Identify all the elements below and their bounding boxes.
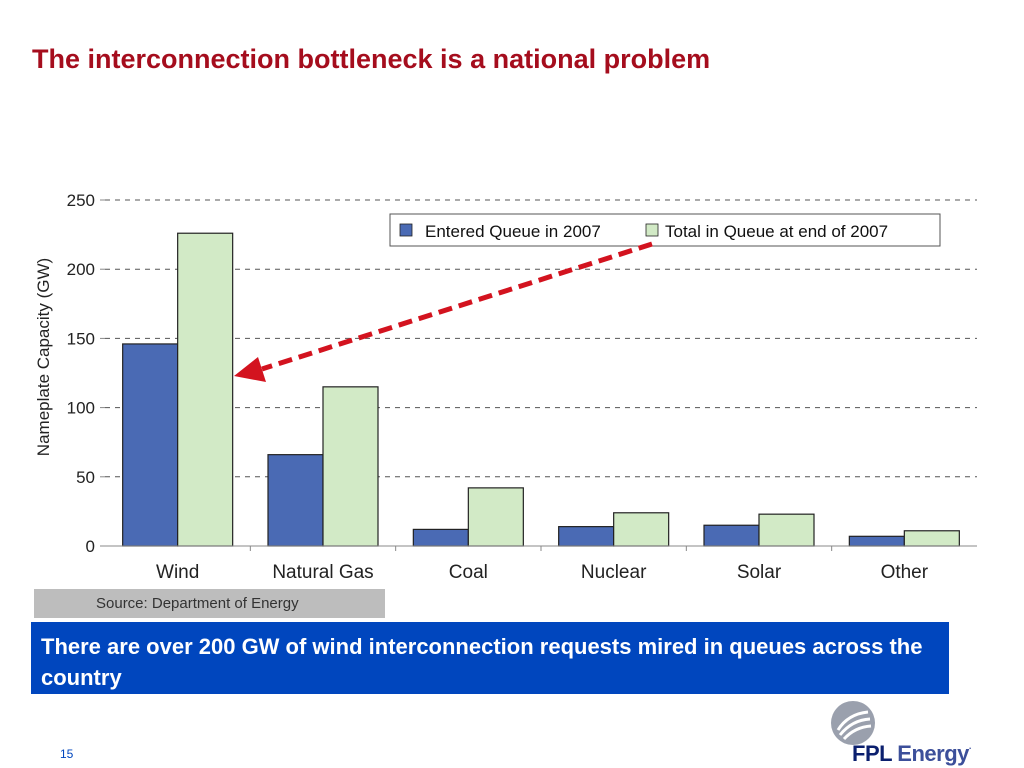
x-tick-label: Other: [881, 562, 929, 583]
bar-total-queue: [177, 232, 234, 547]
y-tick-label: 250: [67, 191, 95, 210]
y-tick-label: 150: [67, 329, 95, 348]
logo-brand: FPL: [852, 741, 892, 766]
arrow-head: [234, 357, 266, 382]
source-note: Source: Department of Energy: [34, 589, 385, 618]
bar-entered-queue: [267, 454, 324, 547]
legend-swatch-entered: [399, 223, 413, 237]
y-tick-label: 100: [67, 399, 95, 418]
arrow-shaft: [261, 241, 653, 372]
bar-entered-queue: [412, 528, 469, 547]
legend-label-total: Total in Queue at end of 2007: [665, 222, 888, 241]
y-tick-label: 50: [76, 468, 95, 487]
legend-label-entered: Entered Queue in 2007: [425, 222, 601, 241]
x-tick-label: Solar: [737, 562, 782, 583]
bar-entered-queue: [122, 343, 179, 547]
bars: [122, 232, 960, 547]
legend-swatch-total: [645, 223, 659, 237]
bar-entered-queue: [558, 526, 615, 547]
fpl-energy-logo: FPL Energy.: [852, 741, 971, 767]
x-tick-label: Wind: [156, 562, 199, 583]
logo-brand-suffix: Energy: [897, 741, 969, 766]
legend-box: [389, 213, 941, 247]
page-number: 15: [60, 747, 74, 761]
annotation-arrow: [234, 241, 653, 382]
bar-total-queue: [903, 530, 960, 547]
x-tick-label: Natural Gas: [272, 562, 373, 583]
y-tick-label: 200: [67, 260, 95, 279]
x-tick-label: Nuclear: [581, 562, 647, 583]
bar-entered-queue: [848, 535, 905, 547]
bar-total-queue: [613, 512, 670, 547]
bar-entered-queue: [703, 524, 760, 547]
logo-mark: .: [968, 741, 972, 751]
bar-total-queue: [467, 487, 524, 547]
callout-text: There are over 200 GW of wind interconne…: [41, 634, 923, 690]
y-axis-ticks: 0 50 100 150 200 250: [67, 191, 105, 556]
y-tick-label: 0: [86, 537, 95, 556]
y-axis-label: Nameplate Capacity (GW): [34, 258, 53, 456]
source-text: Source: Department of Energy: [96, 595, 299, 612]
x-axis-ticks: Wind Natural Gas Coal Nuclear Solar Other: [156, 546, 929, 583]
legend: Entered Queue in 2007 Total in Queue at …: [389, 213, 941, 247]
bar-total-queue: [758, 513, 815, 547]
slide-title: The interconnection bottleneck is a nati…: [32, 44, 711, 74]
fpl-logo-icon: [831, 701, 875, 745]
callout-box: There are over 200 GW of wind interconne…: [31, 622, 949, 694]
bar-total-queue: [322, 386, 379, 547]
x-tick-label: Coal: [449, 562, 488, 583]
